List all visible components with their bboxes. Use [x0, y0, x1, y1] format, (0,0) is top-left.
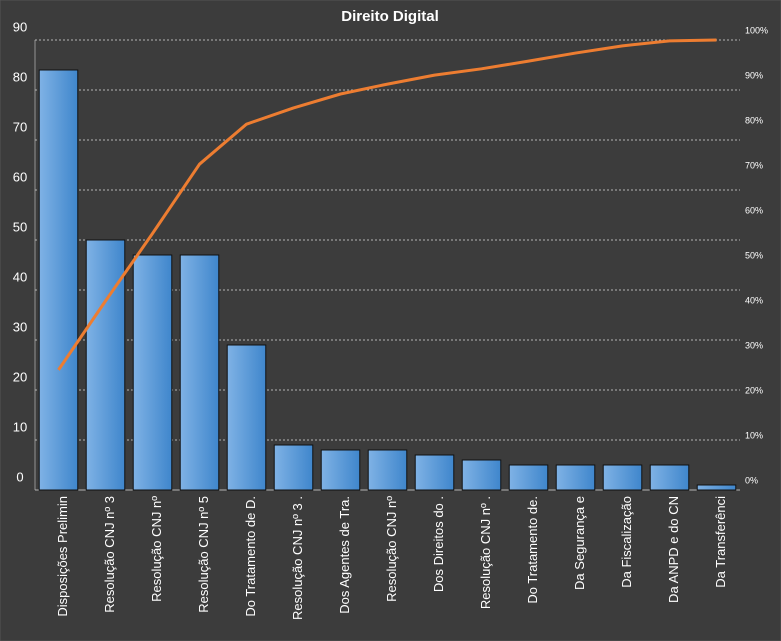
x-tick-label: Do Tratamento de D.	[243, 496, 258, 617]
y2-tick-label: 30%	[745, 340, 763, 350]
bar	[649, 464, 690, 491]
bar	[696, 484, 737, 491]
y2-tick-label: 60%	[745, 205, 763, 215]
y2-tick-label: 70%	[745, 160, 763, 170]
bar	[555, 464, 596, 491]
y-tick-label: 70	[13, 119, 27, 134]
bar	[273, 444, 314, 491]
x-tick-label: Resolução CNJ nº 5	[196, 496, 211, 613]
bar	[508, 464, 549, 491]
y-tick-label: 90	[13, 19, 27, 34]
x-tick-label: Disposições Prelimin	[55, 496, 70, 617]
bar	[226, 344, 267, 491]
bar	[602, 464, 643, 491]
bar	[367, 449, 408, 491]
chart-title: Direito Digital	[341, 8, 439, 25]
y-tick-label: 50	[13, 219, 27, 234]
y-tick-label: 40	[13, 269, 27, 284]
x-tick-label: Resolução CNJ nº	[149, 496, 164, 602]
y2-tick-label: 0%	[745, 475, 758, 485]
cumulative-line	[57, 38, 717, 371]
bar	[85, 239, 126, 491]
x-tick-label: Resolução CNJ nº 3	[102, 496, 117, 613]
y-tick-label: 30	[13, 319, 27, 334]
bar	[38, 69, 79, 491]
x-tick-label: Resolução CNJ nº 3 .	[290, 496, 305, 620]
bar	[414, 454, 455, 491]
y2-tick-label: 90%	[745, 70, 763, 80]
y2-tick-label: 50%	[745, 250, 763, 260]
x-tick-label: Do Tratamento de.	[525, 496, 540, 604]
y-tick-label: 80	[13, 69, 27, 84]
bar	[179, 254, 220, 491]
x-tick-label: Resolução CNJ nº	[384, 496, 399, 602]
x-tick-label: Da Fiscalização	[619, 496, 634, 588]
x-tick-label: Da ANPD e do CN	[666, 496, 681, 603]
bar	[320, 449, 361, 491]
y-tick-label: 10	[13, 419, 27, 434]
y-tick-label: 20	[13, 369, 27, 384]
x-tick-label: Da Segurança e	[572, 496, 587, 590]
x-tick-label: Dos Agentes de Tra.	[337, 496, 352, 614]
bar	[461, 459, 502, 491]
y2-tick-label: 40%	[745, 295, 763, 305]
y-tick-label: 60	[13, 169, 27, 184]
y2-tick-label: 80%	[745, 115, 763, 125]
x-tick-label: Resolução CNJ nº .	[478, 496, 493, 609]
y-tick-label: 0	[16, 469, 23, 484]
y2-tick-label: 10%	[745, 430, 763, 440]
y2-tick-label: 20%	[745, 385, 763, 395]
x-tick-label: Dos Direitos do .	[431, 496, 446, 592]
bar	[132, 254, 173, 491]
y2-tick-label: 100%	[745, 25, 768, 35]
x-tick-label: Da Transferênci	[713, 496, 728, 588]
